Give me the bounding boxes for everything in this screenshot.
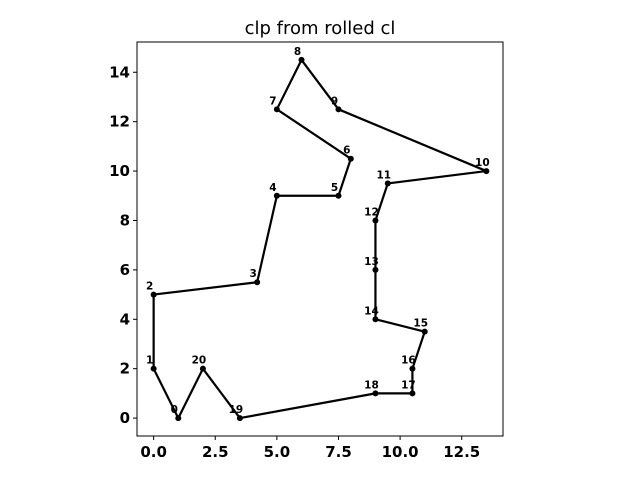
data-point [372, 316, 379, 323]
point-label: 6 [343, 145, 350, 157]
data-point [273, 106, 280, 113]
data-point [421, 328, 428, 335]
data-point [298, 56, 305, 63]
data-point [372, 266, 379, 273]
data-point [150, 291, 157, 298]
point-label: 2 [146, 281, 153, 293]
data-point [175, 415, 182, 422]
point-label: 14 [364, 305, 379, 317]
x-tick-label: 10.0 [382, 443, 419, 461]
point-label: 9 [331, 95, 338, 107]
x-tick-label: 2.5 [202, 443, 229, 461]
point-label: 1 [146, 355, 153, 367]
data-point [384, 180, 391, 187]
polygon-series-line [152, 58, 488, 420]
data-point [273, 192, 280, 199]
x-axis: 0.0 2.5 5.0 7.5 10.0 12.5 [140, 436, 480, 461]
y-tick-label: 10 [109, 162, 130, 180]
point-label: 15 [413, 318, 428, 330]
data-point [372, 390, 379, 397]
data-point [150, 365, 157, 372]
data-point [409, 365, 416, 372]
data-point [347, 155, 354, 162]
point-label: 16 [401, 355, 416, 367]
point-label: 7 [269, 95, 276, 107]
data-point [409, 390, 416, 397]
x-tick-label: 5.0 [264, 443, 291, 461]
data-point [372, 217, 379, 224]
data-point [335, 106, 342, 113]
point-label: 8 [294, 46, 301, 58]
x-tick-label: 12.5 [443, 443, 480, 461]
data-point [483, 168, 490, 175]
point-label: 0 [171, 404, 178, 416]
y-tick-label: 4 [120, 310, 130, 328]
point-label: 5 [331, 182, 338, 194]
point-label: 18 [364, 379, 379, 391]
y-tick-label: 0 [120, 409, 130, 427]
x-tick-label: 0.0 [140, 443, 167, 461]
data-point [199, 365, 206, 372]
point-label: 10 [475, 157, 490, 169]
point-label: 20 [192, 355, 207, 367]
chart-title: clp from rolled cl [245, 18, 396, 39]
data-point [236, 415, 243, 422]
point-label: 19 [229, 404, 244, 416]
y-tick-label: 2 [120, 360, 130, 378]
point-label: 11 [376, 169, 391, 181]
point-label: 3 [249, 268, 256, 280]
y-axis: 0 2 4 6 8 10 12 14 [109, 63, 137, 427]
x-tick-label: 7.5 [325, 443, 352, 461]
axes-frame [136, 41, 504, 437]
data-point [254, 279, 261, 286]
y-tick-label: 6 [120, 261, 130, 279]
point-label: 12 [364, 206, 379, 218]
point-label: 17 [401, 379, 416, 391]
y-tick-label: 14 [109, 63, 130, 81]
y-tick-label: 8 [120, 211, 130, 229]
data-point [335, 192, 342, 199]
y-tick-label: 12 [109, 113, 130, 131]
point-label: 13 [364, 256, 379, 268]
point-label: 4 [269, 182, 276, 194]
